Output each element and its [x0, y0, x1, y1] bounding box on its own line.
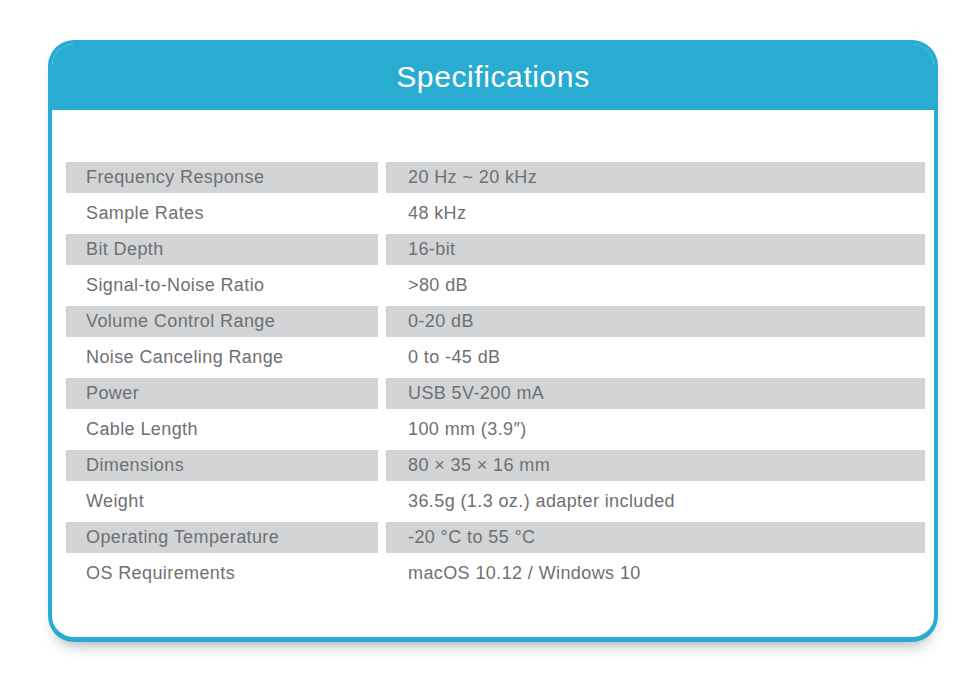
table-row: Bit Depth 16-bit	[66, 234, 925, 265]
spec-label: Volume Control Range	[66, 306, 378, 337]
table-row: Noise Canceling Range 0 to -45 dB	[66, 342, 925, 373]
spec-value: 80 × 35 × 16 mm	[386, 450, 925, 481]
spec-label: Cable Length	[66, 414, 378, 445]
table-row: Power USB 5V-200 mA	[66, 378, 925, 409]
table-row: Operating Temperature -20 °C to 55 °C	[66, 522, 925, 553]
spec-label: Signal-to-Noise Ratio	[66, 270, 378, 301]
page-background: Specifications Frequency Response 20 Hz …	[0, 0, 970, 700]
spec-label: OS Requirements	[66, 558, 378, 589]
spec-value: >80 dB	[386, 270, 925, 301]
spec-label: Dimensions	[66, 450, 378, 481]
spec-value: 16-bit	[386, 234, 925, 265]
spec-value: 0 to -45 dB	[386, 342, 925, 373]
spec-table: Frequency Response 20 Hz ~ 20 kHz Sample…	[52, 162, 934, 589]
table-row: Cable Length 100 mm (3.9″)	[66, 414, 925, 445]
spec-value: 36.5g (1.3 oz.) adapter included	[386, 486, 925, 517]
specifications-card: Specifications Frequency Response 20 Hz …	[48, 40, 938, 642]
spec-value: macOS 10.12 / Windows 10	[386, 558, 925, 589]
spec-value: 100 mm (3.9″)	[386, 414, 925, 445]
table-row: Weight 36.5g (1.3 oz.) adapter included	[66, 486, 925, 517]
table-row: Volume Control Range 0-20 dB	[66, 306, 925, 337]
table-row: Sample Rates 48 kHz	[66, 198, 925, 229]
spec-label: Bit Depth	[66, 234, 378, 265]
spec-value: USB 5V-200 mA	[386, 378, 925, 409]
table-row: OS Requirements macOS 10.12 / Windows 10	[66, 558, 925, 589]
spec-value: 20 Hz ~ 20 kHz	[386, 162, 925, 193]
spec-label: Sample Rates	[66, 198, 378, 229]
spec-value: -20 °C to 55 °C	[386, 522, 925, 553]
spec-label: Frequency Response	[66, 162, 378, 193]
spec-label: Weight	[66, 486, 378, 517]
table-row: Signal-to-Noise Ratio >80 dB	[66, 270, 925, 301]
spec-label: Noise Canceling Range	[66, 342, 378, 373]
spec-value: 0-20 dB	[386, 306, 925, 337]
table-row: Frequency Response 20 Hz ~ 20 kHz	[66, 162, 925, 193]
page-title: Specifications	[396, 60, 590, 94]
table-row: Dimensions 80 × 35 × 16 mm	[66, 450, 925, 481]
card-header: Specifications	[52, 44, 934, 110]
spec-label: Operating Temperature	[66, 522, 378, 553]
spec-label: Power	[66, 378, 378, 409]
spec-value: 48 kHz	[386, 198, 925, 229]
